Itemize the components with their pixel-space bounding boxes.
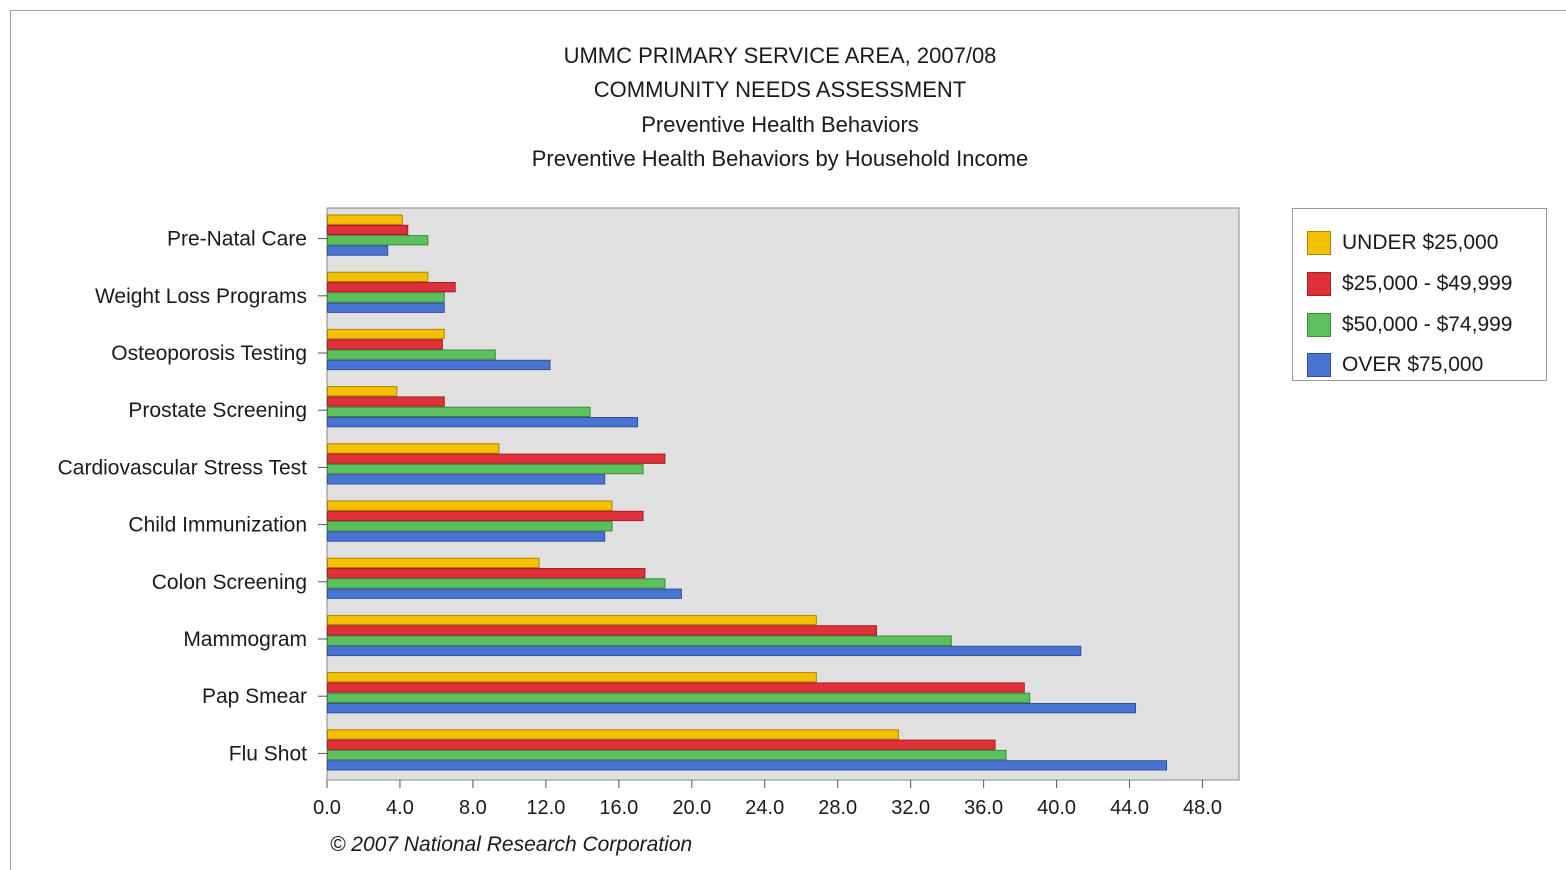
x-tick-label-1: 4.0 <box>386 797 414 819</box>
bar-pap-smear-over-75-000 <box>327 703 1137 714</box>
legend-swatch-25000-49999 <box>1307 272 1331 296</box>
x-tick-label-11: 44.0 <box>1110 797 1149 819</box>
bar-prostate-screening-over-75-000 <box>327 417 639 428</box>
bar-child-immunization-25-000-49-999 <box>327 510 644 522</box>
bar-osteoporosis-testing-over-75-000 <box>327 359 551 371</box>
bar-weight-loss-programs-over-75-000 <box>327 302 445 313</box>
y-tick-label-child-immunization: Child Immunization <box>128 514 307 537</box>
legend-item-over-75000: OVER $75,000 <box>1307 351 1483 379</box>
bar-pre-natal-care-over-75-000 <box>327 245 389 256</box>
bar-child-immunization-over-75-000 <box>327 531 606 542</box>
chart-subtitle-line-1: Preventive Health Behaviors <box>641 112 919 137</box>
bar-pre-natal-care-25-000-49-999 <box>327 224 409 236</box>
bar-weight-loss-programs-under-25-000 <box>327 271 429 283</box>
y-tick-label-pap-smear: Pap Smear <box>202 685 307 708</box>
legend-label-50000-74999: $50,000 - $74,999 <box>1342 313 1513 336</box>
bar-flu-shot-over-75-000 <box>327 760 1168 771</box>
bar-prostate-screening-50-000-74-999 <box>327 406 591 418</box>
y-tick-label-mammogram: Mammogram <box>183 628 307 651</box>
legend-label-over-75000: OVER $75,000 <box>1342 353 1484 376</box>
bar-child-immunization-50-000-74-999 <box>327 521 613 532</box>
bar-mammogram-25-000-49-999 <box>327 625 878 636</box>
y-tick-label-prostate-screening: Prostate Screening <box>128 399 307 422</box>
bar-prostate-screening-under-25-000 <box>327 386 398 397</box>
bar-pap-smear-25-000-49-999 <box>327 682 1025 693</box>
y-tick-label-weight-loss-programs: Weight Loss Programs <box>95 285 307 308</box>
x-tick-label-7: 28.0 <box>818 797 857 819</box>
bar-flu-shot-under-25-000 <box>327 729 899 740</box>
x-tick-label-8: 32.0 <box>891 797 930 819</box>
legend-swatch-over-75000 <box>1307 353 1331 377</box>
x-tick-label-9: 36.0 <box>964 797 1003 819</box>
bar-cardiovascular-stress-test-50-000-74-999 <box>327 463 644 475</box>
bar-mammogram-under-25-000 <box>327 614 817 626</box>
bar-colon-screening-50-000-74-999 <box>327 578 666 589</box>
chart-title-line-1: UMMC PRIMARY SERVICE AREA, 2007/08 <box>563 43 997 68</box>
chart-legend: UNDER $25,000 $25,000 - $49,999 $50,000 … <box>1292 208 1547 381</box>
chart-subtitle-line-2: Preventive Health Behaviors by Household… <box>531 146 1029 171</box>
bar-osteoporosis-testing-under-25-000 <box>327 328 445 340</box>
bar-cardiovascular-stress-test-over-75-000 <box>327 474 606 485</box>
y-tick-label-pre-natal-care: Pre-Natal Care <box>167 228 307 251</box>
bar-cardiovascular-stress-test-under-25-000 <box>327 443 500 454</box>
bar-pap-smear-under-25-000 <box>327 672 817 683</box>
x-tick-label-6: 24.0 <box>745 797 784 819</box>
y-tick-label-flu-shot: Flu Shot <box>229 742 307 765</box>
bar-mammogram-over-75-000 <box>327 645 1082 657</box>
bar-pre-natal-care-50-000-74-999 <box>327 235 429 246</box>
bar-prostate-screening-25-000-49-999 <box>327 396 445 407</box>
bar-osteoporosis-testing-50-000-74-999 <box>327 349 496 360</box>
legend-swatch-50000-74999 <box>1307 313 1331 337</box>
bar-pre-natal-care-under-25-000 <box>327 214 403 225</box>
x-tick-label-4: 16.0 <box>599 797 638 819</box>
chart-title-line-2: COMMUNITY NEEDS ASSESSMENT <box>593 77 967 102</box>
legend-label-25000-49999: $25,000 - $49,999 <box>1342 272 1513 295</box>
bar-mammogram-50-000-74-999 <box>327 635 952 646</box>
x-tick-label-2: 8.0 <box>459 797 487 819</box>
bar-colon-screening-25-000-49-999 <box>327 568 646 579</box>
x-tick-label-5: 20.0 <box>672 797 711 819</box>
legend-item-25000-49999: $25,000 - $49,999 <box>1307 270 1512 298</box>
bar-colon-screening-under-25-000 <box>327 557 540 569</box>
y-tick-label-osteoporosis-testing: Osteoporosis Testing <box>111 342 307 365</box>
bar-cardiovascular-stress-test-25-000-49-999 <box>327 453 666 464</box>
legend-swatch-under-25000 <box>1307 231 1331 255</box>
legend-item-under-25000: UNDER $25,000 <box>1307 229 1498 257</box>
x-tick-label-12: 48.0 <box>1183 797 1222 819</box>
legend-label-under-25000: UNDER $25,000 <box>1342 231 1499 254</box>
bar-flu-shot-50-000-74-999 <box>327 749 1007 761</box>
legend-item-50000-74999: $50,000 - $74,999 <box>1307 311 1512 339</box>
bar-pap-smear-50-000-74-999 <box>327 692 1031 704</box>
copyright-footer: © 2007 National Research Corporation <box>330 833 693 856</box>
bar-weight-loss-programs-50-000-74-999 <box>327 292 445 303</box>
bar-colon-screening-over-75-000 <box>327 588 682 599</box>
bar-osteoporosis-testing-25-000-49-999 <box>327 339 443 350</box>
bar-weight-loss-programs-25-000-49-999 <box>327 282 456 293</box>
x-tick-label-10: 40.0 <box>1037 797 1076 819</box>
chart-frame <box>10 10 1566 870</box>
bar-flu-shot-25-000-49-999 <box>327 739 996 750</box>
y-tick-label-cardiovascular-stress-test: Cardiovascular Stress Test <box>58 456 308 479</box>
bar-child-immunization-under-25-000 <box>327 500 613 511</box>
x-tick-label-3: 12.0 <box>526 797 565 819</box>
y-tick-label-colon-screening: Colon Screening <box>152 571 307 594</box>
x-tick-label-0: 0.0 <box>313 797 341 819</box>
